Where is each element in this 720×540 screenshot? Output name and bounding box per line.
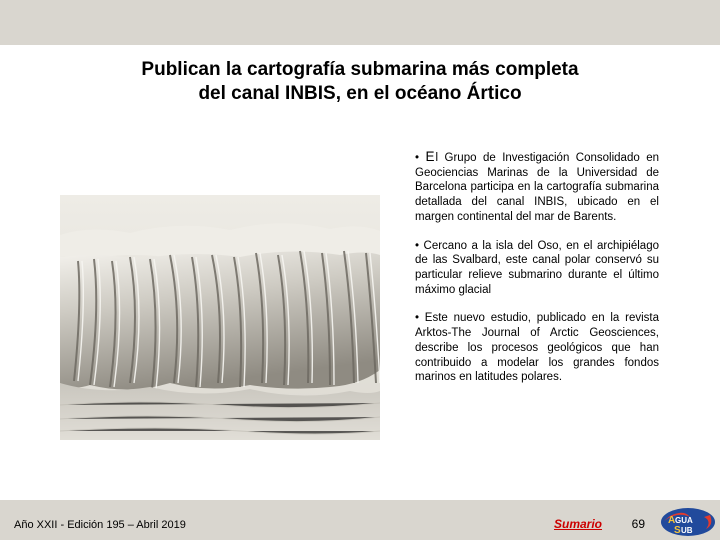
page-footer: Año XXII - Edición 195 – Abril 2019 Suma… [0,500,720,540]
svg-text:S: S [674,525,681,536]
svg-text:UB: UB [681,526,693,535]
article-title: Publican la cartografía submarina más co… [0,58,720,106]
dropcap: E [426,149,436,164]
terrain-svg [60,195,380,440]
article-body: • El Grupo de Investigación Consolidado … [415,148,659,399]
paragraph-2: • Cercano a la isla del Oso, en el archi… [415,239,659,298]
paragraph-1: • El Grupo de Investigación Consolidado … [415,148,659,225]
publication-logo: A GUA S UB [660,507,716,537]
title-line-1: Publican la cartografía submarina más co… [141,59,578,80]
svg-text:GUA: GUA [675,516,693,525]
paragraph-3: • Este nuevo estudio, publicado en la re… [415,311,659,385]
title-line-2: del canal INBIS, en el océano Ártico [198,83,521,104]
summary-link[interactable]: Sumario [554,517,602,531]
paragraph-1-text: l Grupo de Investigación Consolidado en … [415,152,659,223]
page-number: 69 [632,517,645,531]
edition-label: Año XXII - Edición 195 – Abril 2019 [14,519,186,531]
bullet-1: • [415,152,426,164]
bathymetry-figure [60,195,380,440]
